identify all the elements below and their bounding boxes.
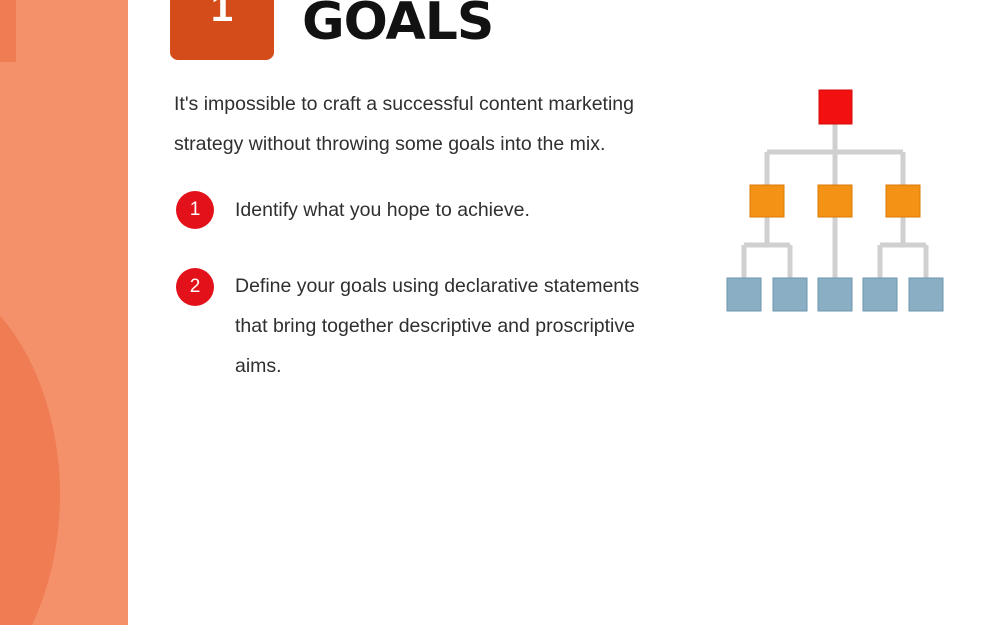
org-node-bottom	[908, 277, 944, 312]
org-node-middle	[817, 184, 853, 218]
org-node-bottom	[726, 277, 762, 312]
page-title: GOALS	[302, 0, 494, 52]
section-number: 1	[210, 0, 234, 30]
intro-text: It's impossible to craft a successful co…	[174, 93, 635, 155]
org-node-top	[818, 89, 853, 125]
section-number-badge: 1	[170, 0, 274, 60]
decorative-side-panel	[0, 0, 128, 625]
org-node-bottom	[817, 277, 853, 312]
org-node-bottom	[772, 277, 808, 312]
step-number-badge: 1	[176, 191, 214, 229]
org-node-bottom	[862, 277, 898, 312]
org-node-middle	[885, 184, 921, 218]
org-connectors	[741, 124, 929, 278]
org-node-middle	[749, 184, 785, 218]
step-text: Define your goals using declarative stat…	[235, 275, 640, 377]
step-text: Identify what you hope to achieve.	[235, 199, 530, 221]
decorative-block	[0, 0, 16, 62]
step-number-badge: 2	[176, 268, 214, 306]
